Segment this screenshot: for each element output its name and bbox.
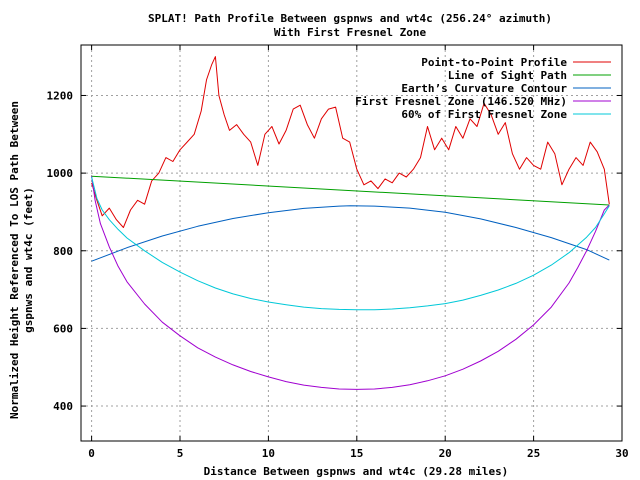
fresnel-60-line — [91, 176, 610, 311]
y-axis-label-line-2: gspnws and wt4c (feet) — [22, 187, 35, 333]
y-tick-label: 1000 — [47, 167, 74, 180]
plot-frame — [80, 44, 623, 442]
x-tick-label: 25 — [527, 447, 540, 460]
legend-label: Line of Sight Path — [448, 69, 567, 82]
profile-line — [91, 56, 610, 228]
x-tick-label: 0 — [88, 447, 95, 460]
x-tick-label: 10 — [262, 447, 275, 460]
legend-label: Earth’s Curvature Contour — [401, 82, 567, 95]
x-tick-label: 30 — [615, 447, 628, 460]
y-axis-label-line-1: Normalized Height Referenced To LOS Path… — [8, 101, 21, 419]
fresnel-zone-line — [91, 176, 610, 390]
x-tick-label: 15 — [350, 447, 363, 460]
line-of-sight-line — [91, 175, 610, 206]
legend-label: 60% of First Fresnel Zone — [401, 108, 567, 121]
y-tick-label: 600 — [53, 322, 73, 335]
x-axis-label: Distance Between gspnws and wt4c (29.28 … — [204, 465, 509, 478]
y-tick-label: 800 — [53, 245, 73, 258]
chart-subtitle: With First Fresnel Zone — [274, 26, 427, 39]
legend-label: Point-to-Point Profile — [421, 56, 567, 69]
legend-label: First Fresnel Zone (146.520 MHz) — [355, 95, 567, 108]
series-group — [91, 56, 610, 390]
axis-ticks: 0 5 10 15 20 25 30 400 600 800 1000 1200 — [47, 45, 629, 460]
x-tick-label: 5 — [177, 447, 184, 460]
chart-title: SPLAT! Path Profile Between gspnws and w… — [148, 12, 552, 25]
y-tick-label: 400 — [53, 400, 73, 413]
grid — [81, 45, 623, 441]
earth-curvature-line — [91, 205, 610, 262]
y-tick-label: 1200 — [47, 89, 74, 102]
x-tick-label: 20 — [439, 447, 452, 460]
